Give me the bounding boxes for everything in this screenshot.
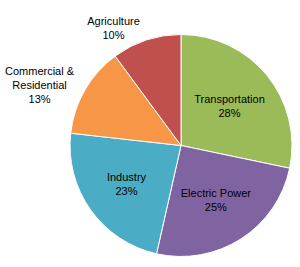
svg-text:Industry23%: Industry23% [107, 171, 147, 197]
svg-text:Transportation28%: Transportation28% [194, 93, 265, 119]
svg-text:Electric Power25%: Electric Power25% [181, 187, 252, 213]
svg-text:Commercial &Residential13%: Commercial &Residential13% [5, 65, 75, 106]
svg-text:Agriculture10%: Agriculture10% [87, 15, 140, 41]
